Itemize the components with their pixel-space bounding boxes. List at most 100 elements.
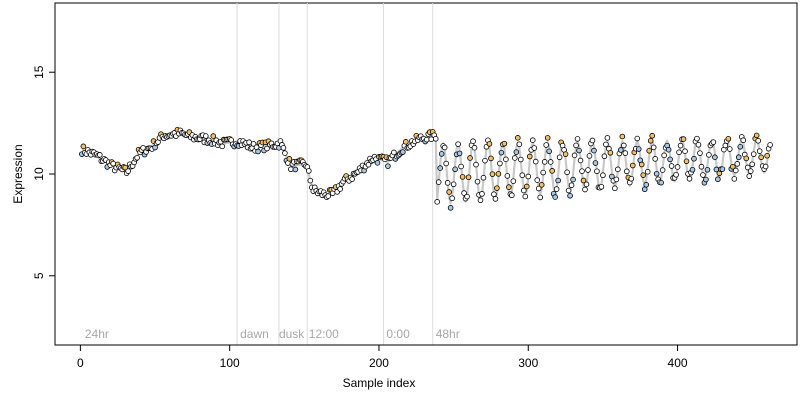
- data-point: [583, 181, 590, 188]
- data-point: [444, 180, 451, 186]
- data-point: [641, 186, 648, 193]
- data-point: [567, 192, 573, 199]
- data-point: [661, 152, 667, 159]
- data-point: [479, 191, 485, 197]
- data-point: [134, 155, 140, 161]
- data-point: [622, 150, 629, 156]
- data-point: [731, 176, 738, 182]
- data-point: [441, 144, 448, 151]
- data-point: [538, 182, 545, 188]
- data-point: [486, 141, 493, 147]
- annotation-4: 0:00: [386, 327, 410, 341]
- x-axis-title: Sample index: [343, 376, 416, 390]
- data-point: [553, 186, 560, 192]
- data-point: [767, 142, 773, 148]
- data-point: [746, 173, 753, 179]
- data-point: [464, 193, 470, 200]
- data-point: [564, 169, 570, 176]
- data-point: [452, 166, 458, 173]
- data-point: [652, 156, 658, 162]
- data-point: [470, 138, 476, 144]
- data-point: [747, 168, 754, 174]
- y-tick-label: 15: [32, 65, 46, 79]
- data-point: [624, 168, 630, 175]
- data-point: [589, 137, 596, 144]
- data-point: [697, 150, 703, 156]
- y-tick-label: 10: [32, 167, 46, 181]
- x-tick-label: 100: [220, 356, 240, 370]
- data-point: [644, 168, 651, 175]
- data-point: [586, 153, 593, 159]
- data-point: [737, 144, 744, 150]
- data-point: [509, 192, 515, 199]
- data-point: [647, 138, 654, 144]
- data-point: [706, 152, 712, 158]
- data-point: [537, 194, 544, 201]
- data-point: [255, 148, 261, 155]
- data-point: [547, 159, 554, 165]
- data-point: [525, 173, 532, 180]
- data-point: [473, 161, 479, 168]
- data-point: [489, 171, 496, 177]
- data-point: [686, 175, 693, 182]
- data-point: [758, 154, 764, 161]
- data-point: [727, 146, 733, 152]
- data-point: [744, 164, 751, 171]
- data-point: [743, 155, 750, 162]
- data-point: [719, 166, 726, 172]
- y-axis: 5 10 15: [32, 65, 56, 279]
- data-point: [306, 168, 312, 174]
- data-point: [125, 168, 131, 174]
- data-point: [570, 176, 576, 183]
- data-point: [467, 155, 473, 161]
- data-point: [510, 178, 517, 184]
- data-point: [612, 185, 618, 192]
- data-point: [646, 147, 652, 154]
- data-point: [518, 156, 524, 163]
- data-point: [264, 145, 270, 152]
- data-point: [504, 173, 511, 179]
- data-point: [756, 148, 763, 154]
- data-point: [594, 168, 600, 175]
- data-point: [546, 148, 552, 155]
- data-point: [465, 174, 472, 181]
- data-point: [447, 205, 454, 211]
- data-point: [598, 183, 605, 190]
- data-point: [740, 137, 747, 144]
- data-point: [695, 141, 702, 148]
- data-point: [667, 156, 673, 163]
- data-point: [459, 174, 466, 180]
- data-point: [615, 166, 621, 173]
- data-point: [286, 156, 293, 162]
- data-point: [219, 143, 226, 150]
- data-point: [474, 178, 481, 185]
- x-axis: 0 100 200 300 400: [77, 344, 688, 370]
- data-point: [677, 142, 684, 149]
- data-point: [571, 152, 578, 159]
- x-tick-label: 400: [668, 356, 688, 370]
- data-point: [540, 169, 546, 176]
- data-point: [288, 166, 294, 173]
- data-point: [658, 179, 664, 186]
- data-point: [674, 164, 681, 170]
- data-point: [526, 153, 533, 160]
- data-point: [374, 160, 381, 166]
- data-point: [640, 172, 647, 178]
- data-point: [403, 139, 409, 145]
- data-point: [456, 150, 463, 157]
- data-point: [649, 132, 655, 139]
- data-point: [565, 187, 572, 194]
- data-point: [391, 149, 397, 156]
- data-point: [576, 147, 582, 154]
- data-point: [96, 152, 103, 158]
- data-point: [210, 133, 217, 139]
- data-point: [544, 135, 551, 141]
- data-point: [423, 136, 430, 143]
- data-point: [491, 191, 497, 198]
- data-point: [497, 160, 503, 167]
- data-point: [520, 187, 527, 194]
- data-point: [619, 133, 626, 140]
- data-point: [628, 175, 635, 182]
- data-point: [689, 166, 696, 173]
